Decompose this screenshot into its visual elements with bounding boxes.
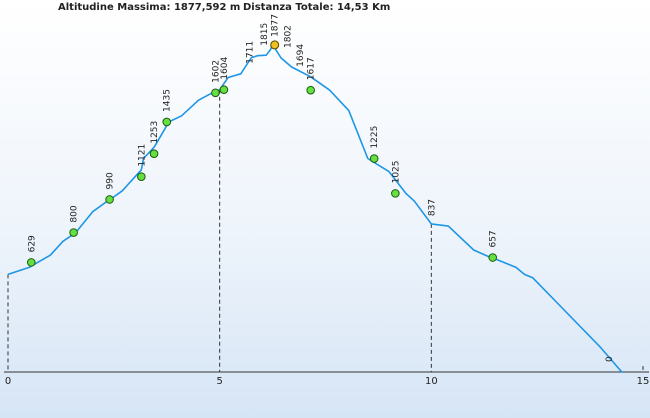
waypoint-marker-4 (149, 149, 159, 158)
waypoint-label-2: 990 (106, 172, 116, 189)
waypoint-label-10: 1025 (391, 160, 401, 183)
x-tick-label-3: 15 (637, 376, 650, 387)
waypoints (26, 40, 498, 267)
waypoint-label-extra-1: 1815 (260, 23, 270, 46)
waypoint-marker-10 (391, 189, 400, 198)
waypoint-label-1: 800 (70, 205, 80, 222)
waypoint-label-4: 1253 (150, 121, 160, 144)
waypoint-label-11: 657 (489, 230, 499, 247)
elevation-profile-line (7, 44, 624, 373)
x-tick-label-1: 5 (216, 376, 222, 387)
waypoint-label-8: 1617 (307, 57, 317, 80)
x-axis: 0 5 10 15 (4, 371, 650, 387)
max-altitude-header: Altitudine Massima: 1877,592 m (58, 2, 240, 13)
total-distance-header: Distanza Totale: 14,53 Km (243, 2, 390, 13)
waypoint-label-0: 629 (27, 235, 37, 252)
waypoint-label-7: 1604 (220, 57, 230, 80)
waypoint-marker-7 (219, 85, 229, 95)
waypoint-label-extra-3: 1694 (296, 44, 306, 67)
waypoint-label-3: 1121 (137, 144, 147, 167)
waypoint-label-5: 1435 (163, 89, 173, 112)
waypoint-label-9: 1225 (370, 126, 380, 149)
waypoint-marker-11 (488, 253, 498, 262)
waypoint-marker-2 (105, 195, 114, 204)
waypoint-label-extra-2: 1802 (283, 25, 293, 48)
waypoint-marker-6 (211, 88, 220, 98)
total-distance-label: Distanza Totale: (243, 2, 334, 13)
waypoint-label-extra-4: 837 (427, 199, 437, 216)
waypoint-marker-1 (69, 228, 78, 237)
max-altitude-label: Altitudine Massima: (58, 2, 171, 13)
waypoint-marker-0 (26, 258, 36, 267)
waypoint-label-extra-5: 0 (605, 356, 615, 362)
x-tick-label-0: 0 (5, 376, 11, 387)
waypoint-label-extra-0: 1711 (245, 41, 255, 64)
total-distance-value: 14,53 Km (336, 2, 391, 13)
waypoint-marker-8 (306, 85, 315, 95)
waypoint-label-summit: 1877 (271, 14, 281, 37)
waypoint-marker-9 (369, 154, 379, 163)
distance-markers (7, 89, 644, 372)
waypoint-marker-3 (137, 172, 146, 181)
summit-marker (270, 40, 280, 50)
waypoint-marker-5 (162, 117, 172, 127)
waypoint-label-6: 1602 (211, 60, 221, 83)
max-altitude-value: 1877,592 m (173, 2, 241, 13)
x-tick-label-2: 10 (425, 376, 438, 387)
